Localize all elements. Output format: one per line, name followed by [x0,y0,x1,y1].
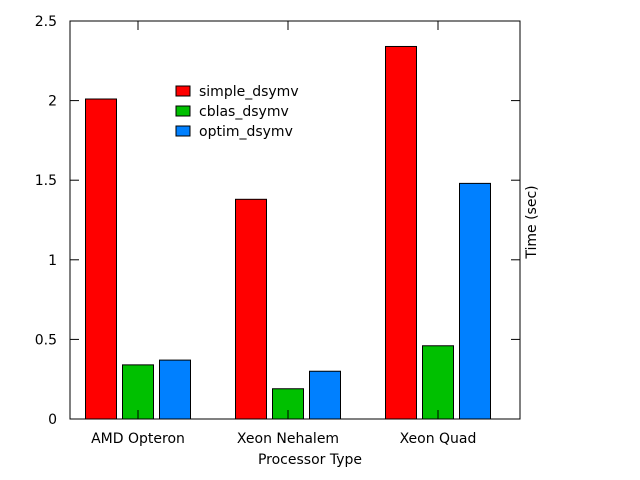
x-axis-title: Processor Type [258,452,362,468]
x-ticks-group: AMD Opteron Xeon Nehalem Xeon Quad [91,21,476,447]
legend: simple_dsymv cblas_dsymv optim_dsymv [175,84,299,140]
legend-label-simple_dsymv: simple_dsymv [199,84,299,100]
bar-optim_dsymv-2 [459,182,491,420]
legend-swatch-optim_dsymv [175,125,191,137]
y-tick-label: 0.5 [35,332,57,348]
bar-optim_dsymv-1 [309,370,341,420]
legend-label-optim_dsymv: optim_dsymv [199,124,293,140]
y-tick-label: 0 [48,412,57,428]
x-tick-label: Xeon Nehalem [237,431,339,447]
y-tick-label: 2.5 [35,14,57,30]
y-ticks-group: 0 0.5 1 1.5 2 2.5 [35,14,520,428]
x-tick-label: Xeon Quad [400,431,477,447]
legend-swatch-simple_dsymv [175,85,191,97]
bars-group [85,45,491,420]
bar-cblas_dsymv-2 [422,345,454,420]
bar-simple_dsymv-2 [385,45,417,420]
legend-swatch-cblas_dsymv [175,105,191,117]
y-axis-title: Time (sec) [524,185,540,259]
legend-label-cblas_dsymv: cblas_dsymv [199,104,289,120]
y-tick-label: 1 [48,253,57,269]
bar-optim_dsymv-0 [159,359,191,420]
bar-simple_dsymv-1 [235,198,267,420]
bar-cblas_dsymv-0 [122,364,154,420]
bar-simple_dsymv-0 [85,98,117,420]
plot-frame [69,20,521,420]
y-tick-label: 2 [48,94,57,110]
y-tick-label: 1.5 [35,173,57,189]
x-tick-label: AMD Opteron [91,431,185,447]
